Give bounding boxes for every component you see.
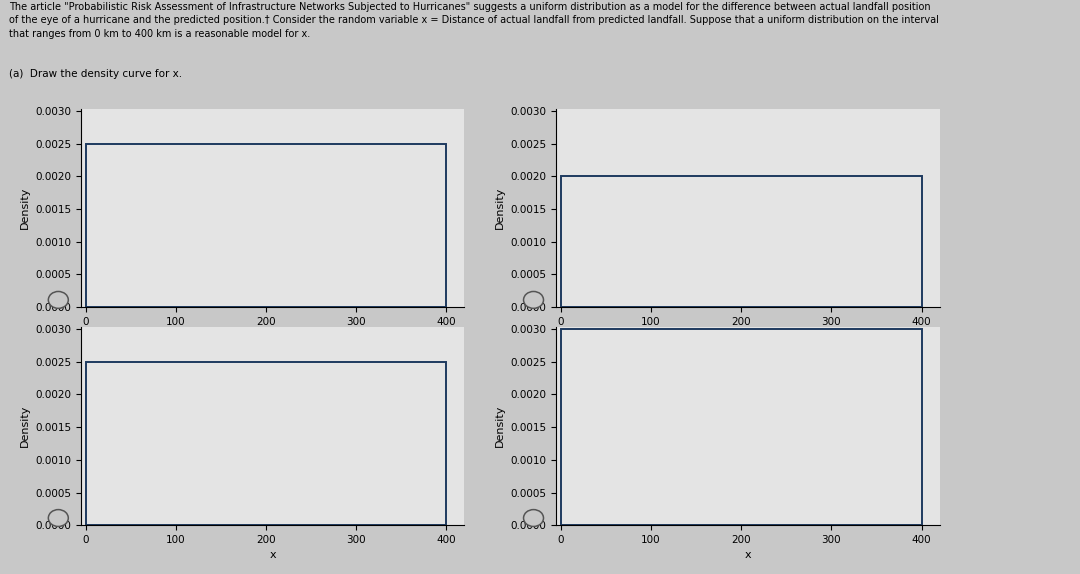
Bar xyxy=(561,176,921,307)
X-axis label: x: x xyxy=(269,332,276,342)
Text: (a)  Draw the density curve for x.: (a) Draw the density curve for x. xyxy=(9,69,181,79)
Circle shape xyxy=(49,510,68,526)
X-axis label: x: x xyxy=(744,550,752,560)
Circle shape xyxy=(524,292,543,308)
Y-axis label: Density: Density xyxy=(19,405,29,447)
Y-axis label: Density: Density xyxy=(495,405,504,447)
Y-axis label: Density: Density xyxy=(19,187,29,229)
Text: The article "Probabilistic Risk Assessment of Infrastructure Networks Subjected : The article "Probabilistic Risk Assessme… xyxy=(9,2,939,39)
Circle shape xyxy=(524,510,543,526)
Bar xyxy=(85,362,446,525)
Bar xyxy=(85,144,446,307)
X-axis label: x: x xyxy=(744,332,752,342)
X-axis label: x: x xyxy=(269,550,276,560)
Y-axis label: Density: Density xyxy=(495,187,504,229)
Circle shape xyxy=(49,292,68,308)
